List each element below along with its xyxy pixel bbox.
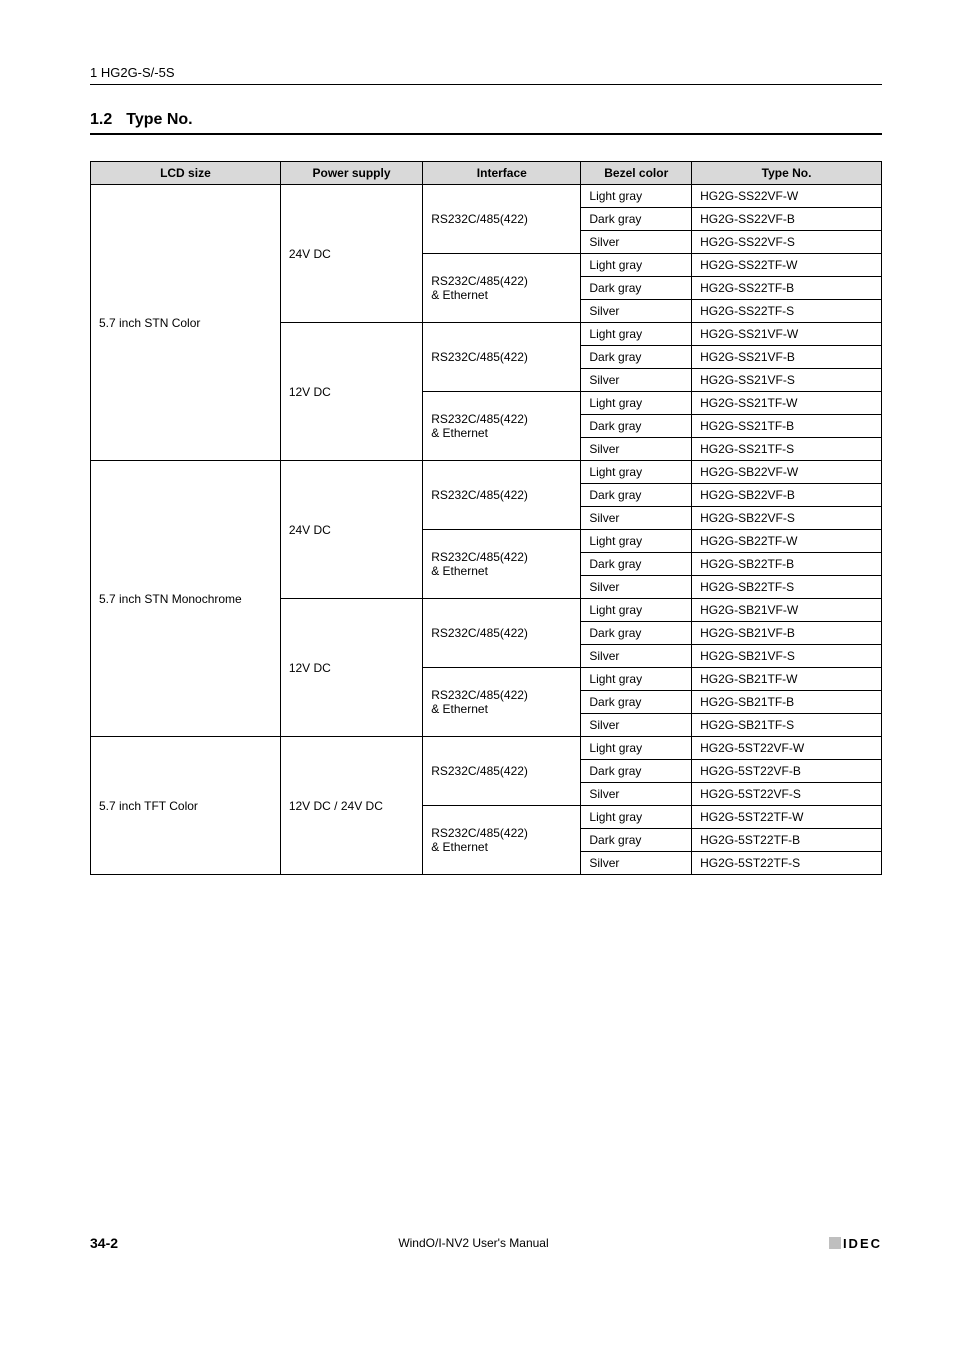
cell-bezel: Light gray xyxy=(581,461,692,484)
cell-typeno: HG2G-SS22TF-W xyxy=(692,254,882,277)
cell-typeno: HG2G-SS21TF-W xyxy=(692,392,882,415)
section-header: 1.2 Type No. xyxy=(90,111,882,135)
cell-bezel: Light gray xyxy=(581,392,692,415)
cell-bezel: Dark gray xyxy=(581,484,692,507)
cell-lcd-tft-color: 5.7 inch TFT Color xyxy=(91,737,281,875)
idec-brand-text: IDEC xyxy=(843,1236,882,1251)
cell-bezel: Light gray xyxy=(581,323,692,346)
cell-bezel: Dark gray xyxy=(581,208,692,231)
th-type-no: Type No. xyxy=(692,162,882,185)
cell-if-rs: RS232C/485(422) xyxy=(423,323,581,392)
cell-bezel: Silver xyxy=(581,645,692,668)
page-footer: 34-2 WindO/I-NV2 User's Manual IDEC xyxy=(90,1235,882,1251)
table-row: 5.7 inch STN Monochrome 24V DC RS232C/48… xyxy=(91,461,882,484)
cell-if-rs: RS232C/485(422) xyxy=(423,599,581,668)
cell-if-rs: RS232C/485(422) xyxy=(423,737,581,806)
cell-bezel: Silver xyxy=(581,231,692,254)
cell-typeno: HG2G-SS21TF-B xyxy=(692,415,882,438)
cell-typeno: HG2G-SB21VF-B xyxy=(692,622,882,645)
cell-ps-12v: 12V DC xyxy=(280,599,422,737)
cell-bezel: Dark gray xyxy=(581,622,692,645)
cell-ps-12v: 12V DC xyxy=(280,323,422,461)
footer-manual-title: WindO/I-NV2 User's Manual xyxy=(398,1236,548,1250)
footer-brand: IDEC xyxy=(829,1236,882,1251)
cell-typeno: HG2G-SS21TF-S xyxy=(692,438,882,461)
type-number-table: LCD size Power supply Interface Bezel co… xyxy=(90,161,882,875)
cell-bezel: Dark gray xyxy=(581,277,692,300)
cell-typeno: HG2G-SB22VF-S xyxy=(692,507,882,530)
cell-typeno: HG2G-SB22TF-B xyxy=(692,553,882,576)
cell-if-rs-eth: RS232C/485(422) & Ethernet xyxy=(423,806,581,875)
cell-typeno: HG2G-SS21VF-B xyxy=(692,346,882,369)
cell-typeno: HG2G-5ST22VF-W xyxy=(692,737,882,760)
cell-if-rs-eth: RS232C/485(422) & Ethernet xyxy=(423,530,581,599)
cell-bezel: Dark gray xyxy=(581,553,692,576)
cell-typeno: HG2G-SS21VF-S xyxy=(692,369,882,392)
cell-typeno: HG2G-5ST22TF-W xyxy=(692,806,882,829)
cell-typeno: HG2G-SB22TF-S xyxy=(692,576,882,599)
cell-bezel: Silver xyxy=(581,576,692,599)
footer-page-number: 34-2 xyxy=(90,1235,118,1251)
cell-typeno: HG2G-SS22TF-B xyxy=(692,277,882,300)
cell-bezel: Dark gray xyxy=(581,691,692,714)
cell-if-rs: RS232C/485(422) xyxy=(423,461,581,530)
cell-bezel: Silver xyxy=(581,714,692,737)
cell-bezel: Silver xyxy=(581,852,692,875)
cell-if-rs-eth: RS232C/485(422) & Ethernet xyxy=(423,392,581,461)
cell-bezel: Light gray xyxy=(581,530,692,553)
cell-typeno: HG2G-SB21TF-W xyxy=(692,668,882,691)
th-lcd-size: LCD size xyxy=(91,162,281,185)
cell-typeno: HG2G-SS21VF-W xyxy=(692,323,882,346)
cell-typeno: HG2G-SB21VF-W xyxy=(692,599,882,622)
cell-bezel: Light gray xyxy=(581,185,692,208)
cell-lcd-stn-color: 5.7 inch STN Color xyxy=(91,185,281,461)
cell-typeno: HG2G-SB21VF-S xyxy=(692,645,882,668)
cell-if-rs-eth: RS232C/485(422) & Ethernet xyxy=(423,668,581,737)
cell-typeno: HG2G-5ST22TF-B xyxy=(692,829,882,852)
section-title: Type No. xyxy=(126,111,192,129)
cell-bezel: Light gray xyxy=(581,806,692,829)
cell-typeno: HG2G-5ST22VF-S xyxy=(692,783,882,806)
cell-typeno: HG2G-5ST22VF-B xyxy=(692,760,882,783)
cell-bezel: Silver xyxy=(581,369,692,392)
cell-ps-24v: 24V DC xyxy=(280,185,422,323)
cell-typeno: HG2G-SB21TF-S xyxy=(692,714,882,737)
cell-bezel: Light gray xyxy=(581,599,692,622)
cell-typeno: HG2G-SB21TF-B xyxy=(692,691,882,714)
cell-bezel: Dark gray xyxy=(581,829,692,852)
cell-bezel: Silver xyxy=(581,300,692,323)
cell-typeno: HG2G-SB22TF-W xyxy=(692,530,882,553)
cell-typeno: HG2G-SS22VF-W xyxy=(692,185,882,208)
table-header-row: LCD size Power supply Interface Bezel co… xyxy=(91,162,882,185)
cell-ps-12-24v: 12V DC / 24V DC xyxy=(280,737,422,875)
page-header: 1 HG2G-S/-5S xyxy=(90,64,882,85)
cell-typeno: HG2G-SB22VF-W xyxy=(692,461,882,484)
cell-if-rs-eth: RS232C/485(422) & Ethernet xyxy=(423,254,581,323)
header-text: 1 HG2G-S/-5S xyxy=(90,65,175,80)
section-number: 1.2 xyxy=(90,111,112,129)
cell-bezel: Light gray xyxy=(581,737,692,760)
cell-if-rs: RS232C/485(422) xyxy=(423,185,581,254)
cell-bezel: Silver xyxy=(581,783,692,806)
cell-bezel: Silver xyxy=(581,438,692,461)
idec-square-icon xyxy=(829,1237,841,1249)
cell-bezel: Light gray xyxy=(581,668,692,691)
cell-bezel: Dark gray xyxy=(581,760,692,783)
cell-ps-24v: 24V DC xyxy=(280,461,422,599)
cell-typeno: HG2G-5ST22TF-S xyxy=(692,852,882,875)
cell-typeno: HG2G-SB22VF-B xyxy=(692,484,882,507)
cell-lcd-stn-mono: 5.7 inch STN Monochrome xyxy=(91,461,281,737)
th-bezel-color: Bezel color xyxy=(581,162,692,185)
cell-typeno: HG2G-SS22TF-S xyxy=(692,300,882,323)
cell-bezel: Light gray xyxy=(581,254,692,277)
table-row: 5.7 inch STN Color 24V DC RS232C/485(422… xyxy=(91,185,882,208)
cell-typeno: HG2G-SS22VF-B xyxy=(692,208,882,231)
cell-bezel: Silver xyxy=(581,507,692,530)
cell-bezel: Dark gray xyxy=(581,346,692,369)
cell-typeno: HG2G-SS22VF-S xyxy=(692,231,882,254)
th-interface: Interface xyxy=(423,162,581,185)
cell-bezel: Dark gray xyxy=(581,415,692,438)
th-power-supply: Power supply xyxy=(280,162,422,185)
table-row: 5.7 inch TFT Color 12V DC / 24V DC RS232… xyxy=(91,737,882,760)
